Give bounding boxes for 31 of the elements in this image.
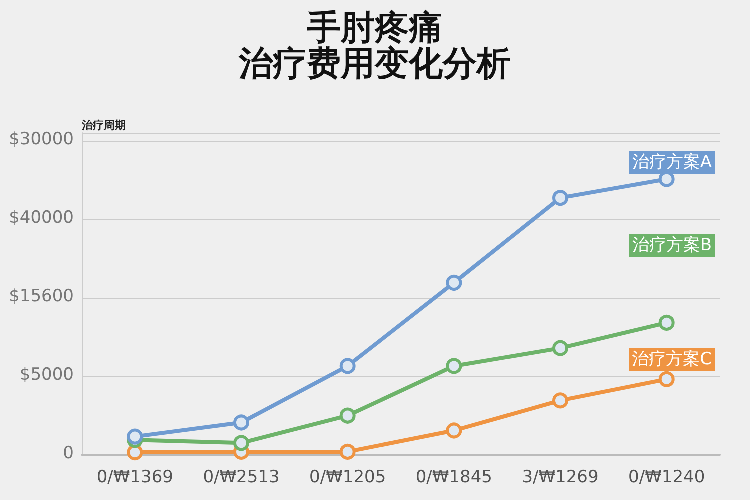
point xyxy=(127,428,144,445)
point xyxy=(340,444,356,460)
text: 治疗周期 xyxy=(81,119,126,132)
x-tick-label: 0/₩1845 xyxy=(416,468,492,488)
point xyxy=(658,371,675,388)
x-tick-label: 0/₩1205 xyxy=(310,468,386,488)
point xyxy=(658,314,675,331)
x-tick-label: 0/₩1369 xyxy=(96,468,174,488)
series-label: 治疗方案A xyxy=(632,152,712,172)
text: $15600 xyxy=(9,286,74,306)
point xyxy=(234,414,250,431)
point xyxy=(340,358,356,374)
text: 0 xyxy=(63,444,74,464)
point xyxy=(446,422,462,439)
chart-subtitle: 治疗费用变化分析 xyxy=(238,44,511,84)
point xyxy=(127,444,144,461)
point xyxy=(234,435,250,452)
text: 治疗方案B xyxy=(632,236,712,256)
series-label: 治疗方案C xyxy=(632,350,712,370)
point xyxy=(552,190,568,206)
point xyxy=(446,358,462,374)
text: $5000 xyxy=(20,364,74,385)
point xyxy=(552,392,568,409)
text: $40000 xyxy=(9,208,74,228)
x-tick-label: 0/₩2513 xyxy=(203,468,280,488)
point xyxy=(446,274,462,291)
x-tick-label: 0/₩1240 xyxy=(628,468,706,488)
point xyxy=(340,408,356,424)
text: $30000 xyxy=(9,129,74,150)
point xyxy=(552,340,568,356)
x-tick-label: 3/₩1269 xyxy=(522,468,599,488)
